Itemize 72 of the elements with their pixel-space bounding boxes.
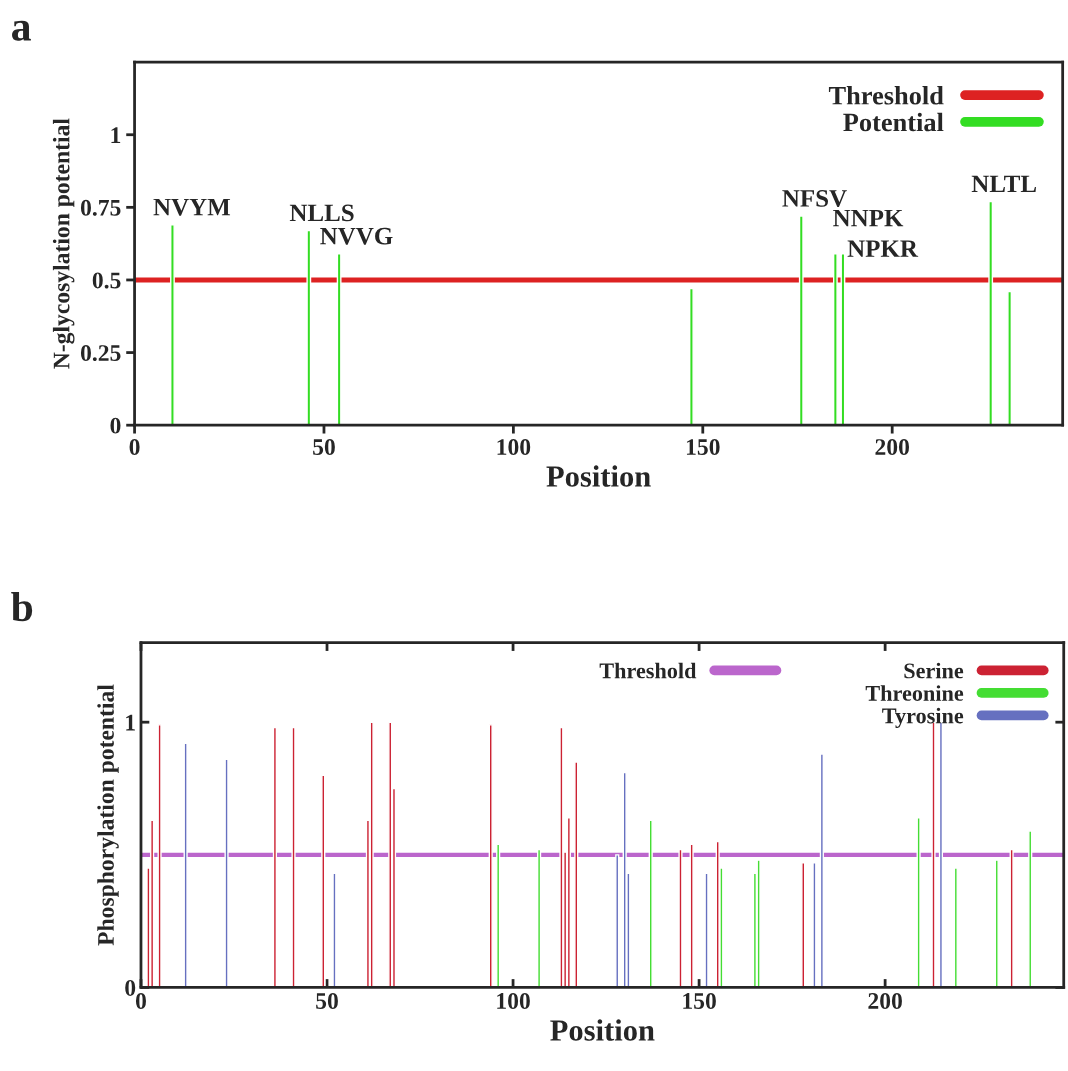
x-tick-label: 200 [868, 993, 902, 1009]
annotation: NLLS [289, 204, 354, 222]
bar [157, 724, 162, 988]
x-tick-label: 100 [497, 993, 530, 1009]
bar [1007, 290, 1013, 426]
legend-label: Threshold [828, 86, 944, 105]
legend-label: Tyrosine [882, 707, 964, 728]
y-tick-label: 0.25 [80, 345, 121, 362]
bar [336, 253, 342, 426]
bar [916, 816, 921, 988]
bar [574, 761, 579, 988]
bar [648, 819, 653, 988]
x-axis-title: Position [546, 465, 651, 487]
annotation: NVVG [320, 227, 393, 245]
bar [488, 724, 493, 988]
bar [496, 843, 501, 988]
bar [388, 721, 393, 988]
legend-label: Threonine [865, 685, 964, 701]
annotation: NFSV [782, 190, 847, 207]
y-tick-label: 1 [126, 714, 135, 731]
annotation: NVYM [153, 198, 231, 216]
bar [537, 848, 542, 988]
bar [704, 872, 709, 988]
bar [678, 848, 683, 988]
x-axis-title: Position [550, 1019, 655, 1041]
chart-title: a [12, 20, 31, 41]
bar [832, 253, 838, 426]
bar [798, 215, 804, 426]
x-tick-label: 50 [316, 993, 338, 1009]
bar [291, 726, 296, 988]
bar [170, 224, 175, 426]
bar [615, 854, 620, 988]
x-tick-label: 200 [875, 439, 909, 455]
chart-title: b [11, 591, 33, 622]
bar [272, 726, 278, 988]
bar [812, 862, 817, 988]
bar [306, 229, 312, 426]
bar [1009, 848, 1014, 988]
x-tick-label: 150 [686, 439, 720, 455]
x-tick-label: 50 [313, 439, 335, 455]
bar [566, 816, 571, 988]
bar [819, 753, 824, 988]
bar [183, 742, 188, 988]
bar [559, 726, 564, 988]
y-tick-label: 0.75 [80, 199, 121, 216]
bar [988, 200, 994, 426]
bar [756, 859, 761, 988]
x-tick-label: 100 [497, 439, 531, 455]
bar [689, 287, 694, 426]
annotation: NPKR [847, 240, 919, 257]
annotation: NNPK [833, 209, 904, 227]
bar [689, 843, 694, 988]
bar [321, 774, 326, 988]
y-tick-label: 0 [110, 417, 121, 434]
legend-label: Potential [843, 112, 944, 132]
x-tick-label: 150 [683, 993, 716, 1009]
x-tick-label: 0 [135, 993, 146, 1009]
y-axis-title: N-glycosylation potential [52, 118, 75, 369]
y-tick-label: 1 [111, 127, 121, 143]
bar [224, 758, 229, 988]
y-tick-label: 0.5 [92, 272, 121, 289]
bar [332, 872, 337, 988]
legend-label: Threshold [599, 662, 697, 679]
y-axis-title: Phosphorylation potential [97, 684, 119, 946]
bar [150, 819, 155, 988]
bar [953, 867, 958, 988]
bar [994, 859, 999, 988]
legend-label: Serine [904, 662, 964, 679]
bar [369, 721, 374, 988]
bar [1028, 830, 1033, 988]
annotation: NLTL [971, 175, 1036, 193]
bar [801, 862, 806, 988]
